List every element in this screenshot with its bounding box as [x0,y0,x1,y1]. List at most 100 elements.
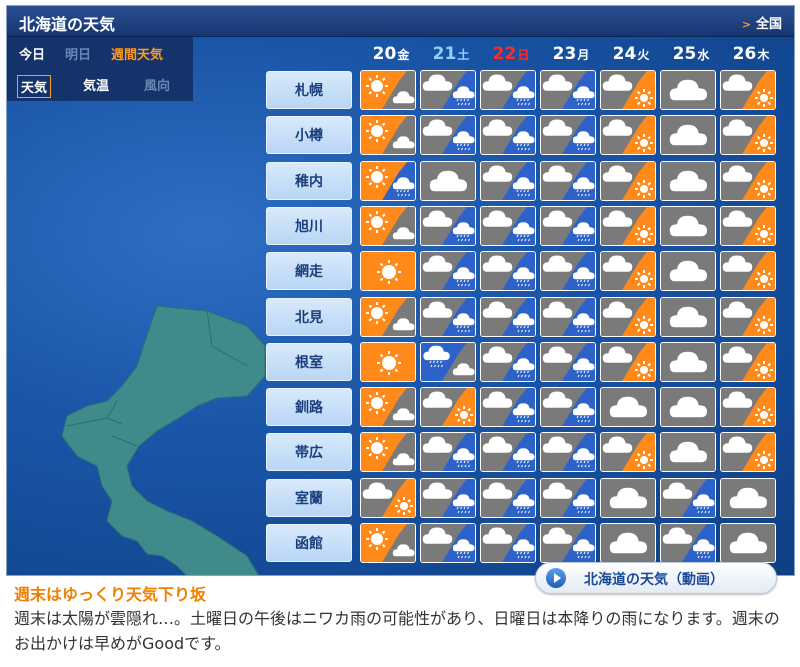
weather-icon[interactable] [360,477,416,518]
weather-icon[interactable] [720,296,776,337]
city-button[interactable]: 小樽 [266,116,352,155]
weather-icon[interactable] [600,205,656,246]
weather-icon[interactable] [600,296,656,337]
weather-icon[interactable] [360,160,416,201]
weather-icon[interactable] [660,205,716,246]
weather-icon[interactable] [600,341,656,382]
weather-icon[interactable] [480,160,536,201]
weather-icon[interactable] [600,251,656,292]
day-header-25: 25水 [661,44,721,64]
weather-icon[interactable] [660,477,716,518]
weather-icon[interactable] [720,387,776,428]
nationwide-link[interactable]: > 全国 [742,13,782,32]
weather-icon[interactable] [360,432,416,473]
weather-icon[interactable] [480,341,536,382]
tab-today[interactable]: 今日 [19,48,46,63]
weather-icon[interactable] [540,523,596,563]
city-button[interactable]: 帯広 [266,433,352,472]
city-button[interactable]: 室蘭 [266,478,352,517]
weather-icon[interactable] [540,160,596,201]
weather-icon[interactable] [420,523,476,563]
weather-icon[interactable] [660,387,716,428]
weather-icon[interactable] [360,387,416,428]
weather-icon[interactable] [360,205,416,246]
weather-icon[interactable] [540,477,596,518]
city-button[interactable]: 札幌 [266,71,352,109]
article-title[interactable]: 週末はゆっくり天気下り坂 [14,585,207,604]
weather-icon[interactable] [720,477,776,518]
weather-icon[interactable] [540,387,596,428]
tab-temperature[interactable]: 気温 [83,79,110,94]
weather-icon[interactable] [600,523,656,563]
tab-weather[interactable]: 天気 [17,75,52,98]
weather-icon[interactable] [480,70,536,110]
city-button[interactable]: 旭川 [266,206,352,245]
weather-icon[interactable] [540,251,596,292]
weather-icon[interactable] [720,341,776,382]
weather-icon[interactable] [720,70,776,110]
weather-icon[interactable] [360,296,416,337]
weather-icon[interactable] [480,523,536,563]
weather-icon[interactable] [420,205,476,246]
weather-icon[interactable] [360,115,416,156]
weather-icon[interactable] [360,523,416,563]
weather-icon[interactable] [540,341,596,382]
weather-icon[interactable] [600,160,656,201]
header-bar: 北海道の天気 > 全国 [7,6,794,37]
weather-icon[interactable] [360,70,416,110]
weather-icon[interactable] [660,160,716,201]
weather-icon[interactable] [480,387,536,428]
weather-icon[interactable] [720,160,776,201]
weather-icon[interactable] [420,477,476,518]
tab-weekly[interactable]: 週間天気 [111,48,164,63]
weather-icon[interactable] [480,296,536,337]
weather-icon[interactable] [540,296,596,337]
weather-icon[interactable] [720,205,776,246]
weather-icon[interactable] [660,296,716,337]
weather-widget: 北海道の天気 > 全国 今日 明日 週間天気 天気 気温 風向 20金 21土 22日… [6,5,795,576]
weather-icon[interactable] [420,251,476,292]
weather-icon[interactable] [420,341,476,382]
weather-icon[interactable] [480,477,536,518]
weather-icon[interactable] [600,70,656,110]
weather-icon[interactable] [660,432,716,473]
weather-icon[interactable] [660,523,716,563]
weather-icon[interactable] [420,70,476,110]
weather-icon[interactable] [720,115,776,156]
city-button[interactable]: 根室 [266,342,352,381]
weather-icon[interactable] [480,432,536,473]
video-button[interactable]: 北海道の天気（動画） [535,562,777,594]
weather-icon[interactable] [540,70,596,110]
weather-icon[interactable] [420,432,476,473]
city-button[interactable]: 稚内 [266,161,352,200]
weather-icon[interactable] [660,341,716,382]
weather-icon[interactable] [420,160,476,201]
weather-icon[interactable] [720,432,776,473]
city-button[interactable]: 釧路 [266,388,352,427]
weather-icon[interactable] [600,115,656,156]
weather-icon[interactable] [660,70,716,110]
weather-icon[interactable] [480,205,536,246]
weather-icon[interactable] [420,387,476,428]
tab-wind-direction[interactable]: 風向 [144,79,171,94]
tab-tomorrow[interactable]: 明日 [65,48,92,63]
city-button[interactable]: 網走 [266,252,352,291]
city-button[interactable]: 北見 [266,297,352,336]
weather-icon[interactable] [540,115,596,156]
weather-icon[interactable] [540,205,596,246]
weather-icon[interactable] [720,523,776,563]
weather-icon[interactable] [660,251,716,292]
weather-icon[interactable] [420,296,476,337]
weather-icon[interactable] [600,387,656,428]
weather-icon[interactable] [660,115,716,156]
weather-icon[interactable] [600,477,656,518]
city-button[interactable]: 函館 [266,524,352,562]
weather-icon[interactable] [600,432,656,473]
weather-icon[interactable] [540,432,596,473]
weather-icon[interactable] [720,251,776,292]
weather-icon[interactable] [480,251,536,292]
weather-icon[interactable] [360,251,416,292]
weather-icon[interactable] [420,115,476,156]
weather-icon[interactable] [360,341,416,382]
weather-icon[interactable] [480,115,536,156]
